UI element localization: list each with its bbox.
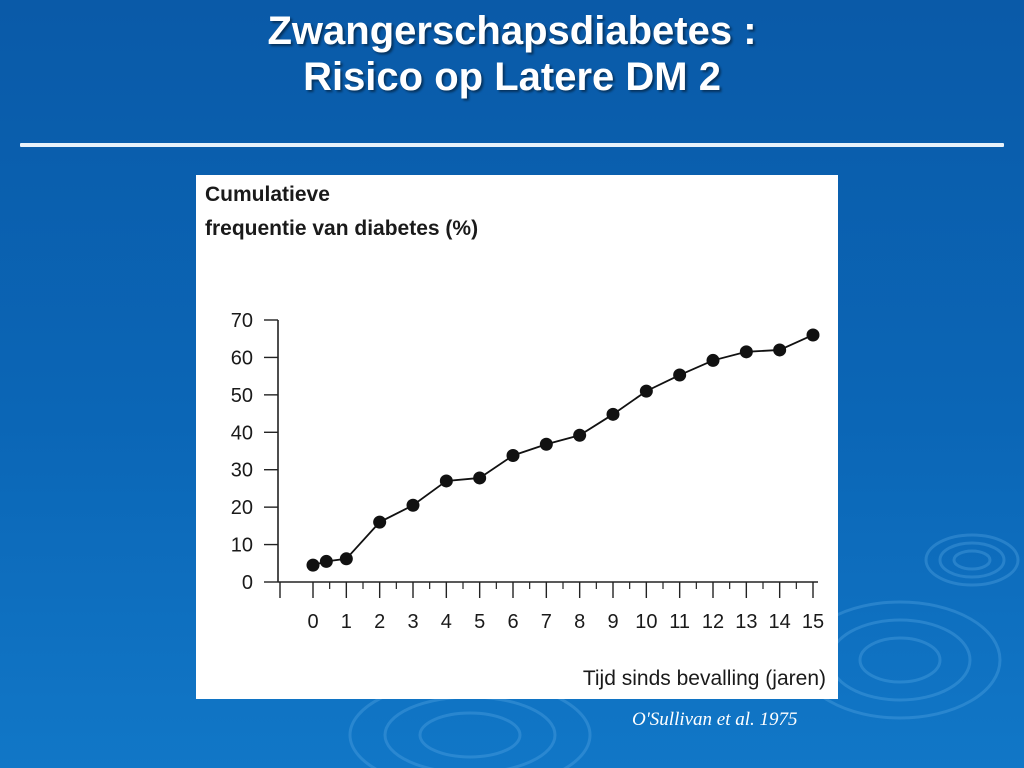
- y-axis-title: Cumulatieve frequentie van diabetes (%): [205, 178, 478, 246]
- x-tick-label: 10: [635, 611, 657, 633]
- x-tick-label: 11: [669, 611, 690, 633]
- y-axis-title-line2: frequentie van diabetes (%): [205, 217, 479, 240]
- y-tick-label: 20: [231, 497, 253, 519]
- x-tick-label: 2: [374, 611, 385, 633]
- x-tick-label: 15: [802, 611, 824, 633]
- citation: O'Sullivan et al. 1975: [632, 709, 798, 730]
- data-point: [606, 407, 620, 421]
- chart-panel: 0 10 20 30 40 50 60 70 0 1 2 3 4 5 6 7 8 9 10 11 12 13 14 15 Tij…: [196, 175, 838, 699]
- title-divider: [20, 143, 1004, 147]
- data-point: [739, 345, 753, 359]
- data-point: [406, 498, 420, 512]
- y-tick-label: 50: [231, 385, 253, 407]
- y-tick-label: 0: [242, 572, 253, 594]
- x-tick-label: 13: [735, 611, 757, 633]
- x-tick-label: 8: [574, 611, 585, 633]
- x-tick-label: 0: [307, 611, 318, 633]
- y-tick-label: 40: [231, 422, 253, 444]
- x-tick-label: 9: [607, 611, 618, 633]
- data-point: [706, 353, 720, 367]
- data-point: [339, 552, 353, 566]
- x-tick-label: 14: [769, 611, 791, 633]
- data-point: [319, 554, 333, 568]
- data-point: [539, 437, 553, 451]
- x-tick-label: 12: [702, 611, 724, 633]
- y-tick-label: 10: [231, 535, 253, 557]
- series-line: [312, 334, 814, 567]
- x-tick-label: 5: [474, 611, 485, 633]
- data-point: [773, 343, 787, 357]
- y-tick-label: 70: [231, 310, 253, 332]
- x-tick-label: 6: [507, 611, 518, 633]
- data-point: [306, 558, 320, 572]
- data-point: [473, 471, 487, 485]
- data-point: [806, 328, 820, 342]
- x-tick-label: 7: [541, 611, 552, 633]
- y-tick-label: 30: [231, 460, 253, 482]
- slide-title: Zwangerschapsdiabetes : Risico op Latere…: [0, 8, 1024, 100]
- x-axis-label: Tijd sinds bevalling (jaren): [583, 667, 826, 690]
- slide-title-line2: Risico op Latere DM 2: [303, 55, 721, 99]
- slide-title-line1: Zwangerschapsdiabetes :: [267, 9, 757, 53]
- data-point: [639, 384, 653, 398]
- data-point: [439, 474, 453, 488]
- data-point: [673, 368, 687, 382]
- x-tick-label: 3: [407, 611, 418, 633]
- y-tick-label: 60: [231, 347, 253, 369]
- y-axis-title-line1: Cumulatieve: [205, 183, 330, 206]
- data-point: [573, 428, 587, 442]
- data-point: [506, 448, 520, 462]
- data-point: [373, 515, 387, 529]
- x-tick-label: 4: [441, 611, 452, 633]
- x-tick-label: 1: [341, 611, 352, 633]
